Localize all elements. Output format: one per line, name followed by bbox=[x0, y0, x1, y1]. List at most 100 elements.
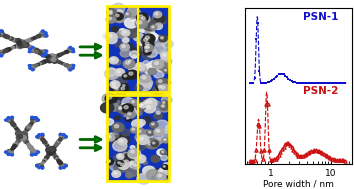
Circle shape bbox=[0, 51, 1, 52]
Circle shape bbox=[17, 134, 23, 139]
Circle shape bbox=[68, 66, 70, 67]
Circle shape bbox=[138, 25, 148, 32]
Circle shape bbox=[42, 52, 44, 54]
Circle shape bbox=[59, 134, 63, 137]
Circle shape bbox=[162, 101, 165, 103]
Circle shape bbox=[138, 21, 142, 24]
Circle shape bbox=[33, 49, 35, 50]
Circle shape bbox=[136, 22, 139, 24]
Circle shape bbox=[1, 51, 5, 53]
Circle shape bbox=[33, 119, 35, 121]
Circle shape bbox=[35, 150, 38, 153]
Circle shape bbox=[47, 149, 51, 152]
Circle shape bbox=[159, 104, 169, 112]
Circle shape bbox=[36, 164, 39, 167]
Circle shape bbox=[41, 30, 44, 33]
Circle shape bbox=[10, 120, 12, 122]
Circle shape bbox=[151, 141, 158, 146]
Circle shape bbox=[13, 45, 17, 48]
Circle shape bbox=[162, 40, 173, 48]
Circle shape bbox=[117, 154, 124, 159]
Circle shape bbox=[110, 163, 120, 171]
Circle shape bbox=[156, 173, 166, 180]
Circle shape bbox=[155, 23, 162, 28]
Circle shape bbox=[63, 167, 65, 169]
Circle shape bbox=[35, 36, 38, 38]
Circle shape bbox=[127, 59, 134, 64]
Circle shape bbox=[22, 137, 25, 140]
Circle shape bbox=[10, 150, 13, 153]
Circle shape bbox=[7, 152, 11, 155]
Circle shape bbox=[28, 146, 33, 149]
Circle shape bbox=[15, 128, 19, 130]
Circle shape bbox=[116, 14, 119, 17]
Circle shape bbox=[34, 120, 36, 122]
Circle shape bbox=[153, 11, 162, 18]
Circle shape bbox=[144, 101, 148, 104]
Circle shape bbox=[45, 156, 49, 159]
Circle shape bbox=[118, 140, 125, 146]
Circle shape bbox=[24, 140, 29, 143]
Circle shape bbox=[68, 49, 70, 51]
Circle shape bbox=[44, 53, 46, 55]
Circle shape bbox=[1, 54, 3, 55]
Circle shape bbox=[16, 39, 21, 43]
Circle shape bbox=[62, 167, 65, 168]
Circle shape bbox=[68, 68, 72, 71]
Circle shape bbox=[143, 64, 157, 74]
Circle shape bbox=[124, 160, 129, 164]
Circle shape bbox=[62, 166, 64, 168]
Circle shape bbox=[111, 58, 114, 61]
Circle shape bbox=[136, 41, 151, 52]
Circle shape bbox=[145, 36, 149, 39]
Circle shape bbox=[11, 118, 13, 120]
Circle shape bbox=[140, 103, 146, 108]
Circle shape bbox=[155, 120, 169, 131]
Circle shape bbox=[63, 51, 67, 54]
Circle shape bbox=[33, 151, 36, 154]
Circle shape bbox=[0, 30, 3, 32]
Circle shape bbox=[32, 67, 35, 69]
Circle shape bbox=[40, 33, 42, 35]
Circle shape bbox=[68, 49, 72, 52]
Circle shape bbox=[5, 35, 10, 39]
Circle shape bbox=[27, 45, 32, 48]
Circle shape bbox=[121, 111, 126, 115]
Circle shape bbox=[1, 51, 4, 53]
Circle shape bbox=[10, 122, 15, 125]
Circle shape bbox=[130, 105, 139, 112]
Circle shape bbox=[143, 130, 154, 138]
Circle shape bbox=[9, 120, 13, 123]
Circle shape bbox=[7, 150, 11, 153]
Circle shape bbox=[31, 150, 35, 153]
Circle shape bbox=[119, 162, 129, 170]
Circle shape bbox=[144, 38, 148, 41]
Circle shape bbox=[132, 55, 136, 58]
Circle shape bbox=[34, 150, 36, 152]
Circle shape bbox=[164, 164, 169, 168]
Circle shape bbox=[36, 136, 39, 138]
Circle shape bbox=[11, 153, 13, 155]
Circle shape bbox=[47, 59, 52, 63]
Circle shape bbox=[152, 142, 155, 144]
Circle shape bbox=[41, 138, 45, 141]
Circle shape bbox=[23, 43, 28, 46]
Circle shape bbox=[33, 65, 36, 68]
Circle shape bbox=[144, 45, 153, 51]
Circle shape bbox=[65, 136, 67, 138]
Circle shape bbox=[32, 49, 36, 51]
Circle shape bbox=[135, 63, 145, 71]
Circle shape bbox=[7, 117, 10, 119]
Circle shape bbox=[120, 43, 129, 51]
Circle shape bbox=[46, 147, 52, 152]
Circle shape bbox=[32, 37, 35, 40]
Circle shape bbox=[112, 82, 115, 85]
Circle shape bbox=[37, 52, 39, 54]
Circle shape bbox=[108, 34, 112, 37]
Circle shape bbox=[8, 151, 12, 154]
Circle shape bbox=[32, 65, 35, 68]
Circle shape bbox=[108, 135, 110, 137]
Circle shape bbox=[143, 166, 155, 176]
Circle shape bbox=[37, 136, 40, 139]
Circle shape bbox=[136, 129, 145, 136]
